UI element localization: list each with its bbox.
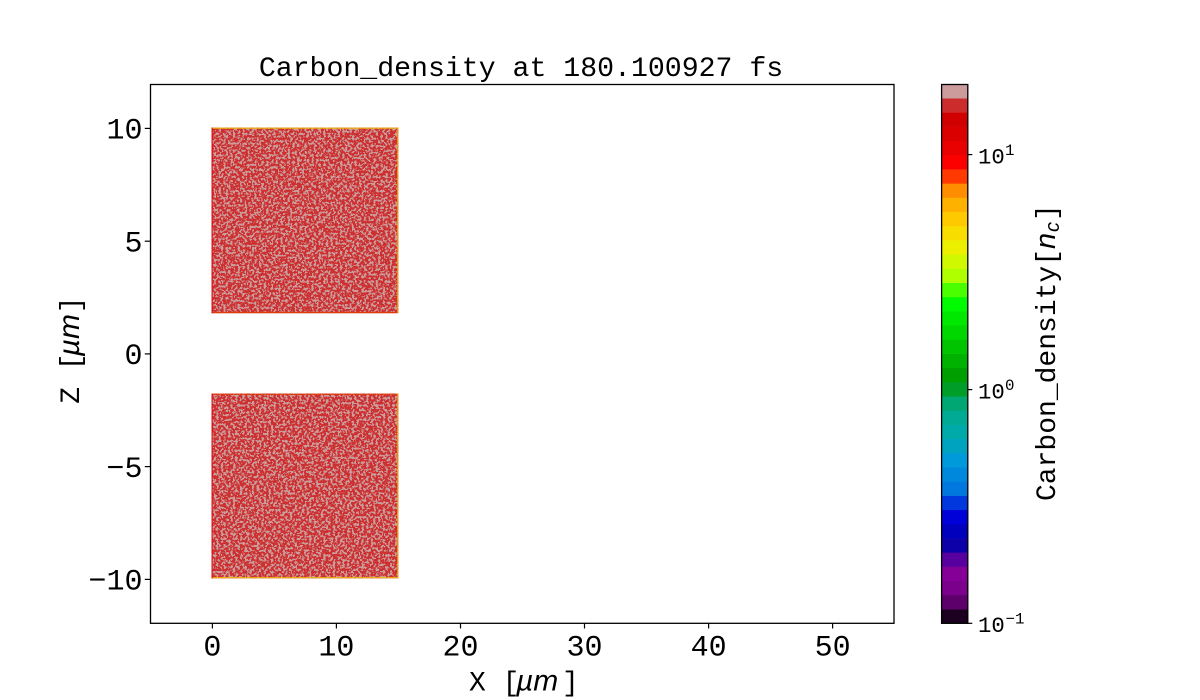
svg-text:n: n xyxy=(1030,233,1062,249)
svg-text:20: 20 xyxy=(442,632,478,666)
svg-text:30: 30 xyxy=(566,632,602,666)
svg-text:10: 10 xyxy=(318,632,354,666)
svg-text:0: 0 xyxy=(203,632,221,666)
svg-text:−1: −1 xyxy=(1006,611,1025,629)
svg-text:µm: µm xyxy=(53,314,86,357)
svg-text:Carbon_density[: Carbon_density[ xyxy=(1033,249,1064,501)
svg-text:40: 40 xyxy=(691,632,727,666)
svg-text:10: 10 xyxy=(978,144,1005,170)
svg-text:−10: −10 xyxy=(88,566,142,600)
svg-text:5: 5 xyxy=(124,228,142,262)
svg-text:]: ] xyxy=(57,296,88,313)
svg-text:Carbon_density at 180.100927 f: Carbon_density at 180.100927 fs xyxy=(259,54,783,85)
svg-text:−5: −5 xyxy=(106,453,142,487)
svg-text:Z [: Z [ xyxy=(57,353,88,403)
svg-text:10: 10 xyxy=(106,115,142,149)
svg-text:c: c xyxy=(1042,222,1064,232)
svg-text:X [: X [ xyxy=(469,668,519,699)
svg-text:]: ] xyxy=(562,668,579,699)
svg-text:10: 10 xyxy=(978,613,1005,639)
svg-text:0: 0 xyxy=(1005,377,1014,395)
svg-text:1: 1 xyxy=(1005,142,1014,160)
svg-text:]: ] xyxy=(1033,204,1064,221)
svg-text:µm: µm xyxy=(515,664,558,697)
svg-text:0: 0 xyxy=(124,340,142,374)
svg-text:50: 50 xyxy=(815,632,851,666)
svg-text:10: 10 xyxy=(978,379,1005,405)
